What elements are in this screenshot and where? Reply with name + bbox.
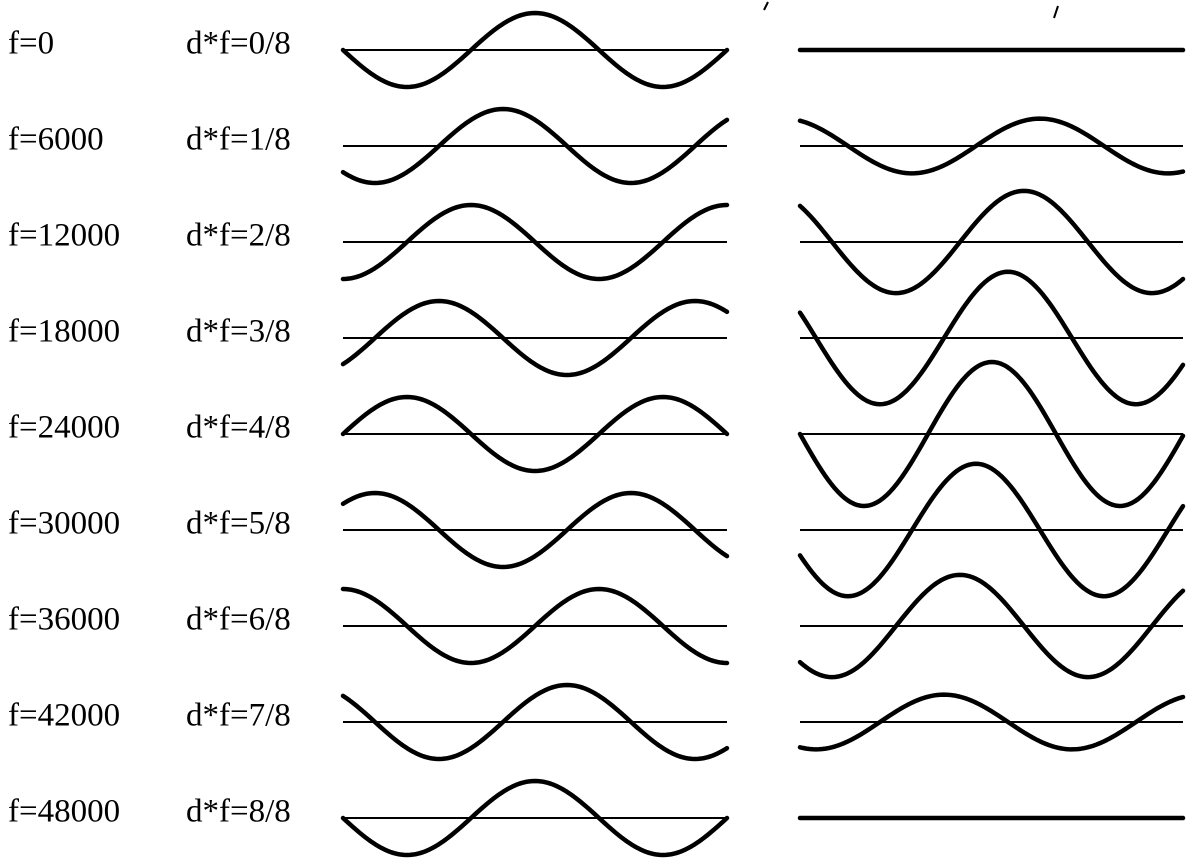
row: f=30000 d*f=5/8 <box>8 461 1186 599</box>
row: f=48000 d*f=8/8 <box>8 778 1186 858</box>
shifted-wave <box>340 682 730 762</box>
frequency-label: f=12000 <box>8 218 120 254</box>
shifted-wave <box>340 202 730 282</box>
sum-wave <box>797 572 1186 680</box>
shifted-wave <box>340 106 730 186</box>
cropped-tick-mark <box>763 1 769 11</box>
sum-wave <box>797 269 1186 407</box>
phase-label: d*f=5/8 <box>186 506 291 542</box>
shifted-wave <box>340 10 730 90</box>
shifted-wave <box>340 586 730 666</box>
row: f=0 d*f=0/8 <box>8 10 1186 90</box>
phase-label: d*f=6/8 <box>186 602 291 638</box>
phase-label: d*f=4/8 <box>186 410 291 446</box>
phase-label: d*f=7/8 <box>186 698 291 734</box>
sum-wave <box>797 461 1186 599</box>
frequency-label: f=24000 <box>8 410 120 446</box>
phase-label: d*f=1/8 <box>186 122 291 158</box>
row: f=12000 d*f=2/8 <box>8 188 1186 296</box>
shifted-wave <box>340 490 730 570</box>
shifted-wave <box>340 298 730 378</box>
sum-wave <box>797 188 1186 296</box>
row: f=36000 d*f=6/8 <box>8 572 1186 680</box>
row: f=24000 d*f=4/8 <box>8 359 1186 509</box>
sum-wave <box>797 116 1186 176</box>
phase-label: d*f=2/8 <box>186 218 291 254</box>
sum-wave <box>797 359 1186 509</box>
cropped-tick-mark <box>1053 5 1059 19</box>
row: f=18000 d*f=3/8 <box>8 269 1186 407</box>
rows-layer: f=0 d*f=0/8f=6000 d*f=1/8f=12000 d*f=2/8f=1… <box>8 10 1186 858</box>
frequency-label: f=36000 <box>8 602 120 638</box>
frequency-label: f=6000 <box>8 122 104 158</box>
frequency-label: f=0 <box>8 26 54 62</box>
shifted-wave <box>340 394 730 474</box>
shifted-wave <box>340 778 730 858</box>
frequency-label: f=48000 <box>8 794 120 830</box>
phase-label: d*f=8/8 <box>186 794 291 830</box>
frequency-label: f=30000 <box>8 506 120 542</box>
phase-label: d*f=0/8 <box>186 26 291 62</box>
frequency-label: f=42000 <box>8 698 120 734</box>
phase-label: d*f=3/8 <box>186 314 291 350</box>
row: f=6000 d*f=1/8 <box>8 106 1186 186</box>
sum-wave <box>797 692 1186 752</box>
row: f=42000 d*f=7/8 <box>8 682 1186 762</box>
frequency-label: f=18000 <box>8 314 120 350</box>
